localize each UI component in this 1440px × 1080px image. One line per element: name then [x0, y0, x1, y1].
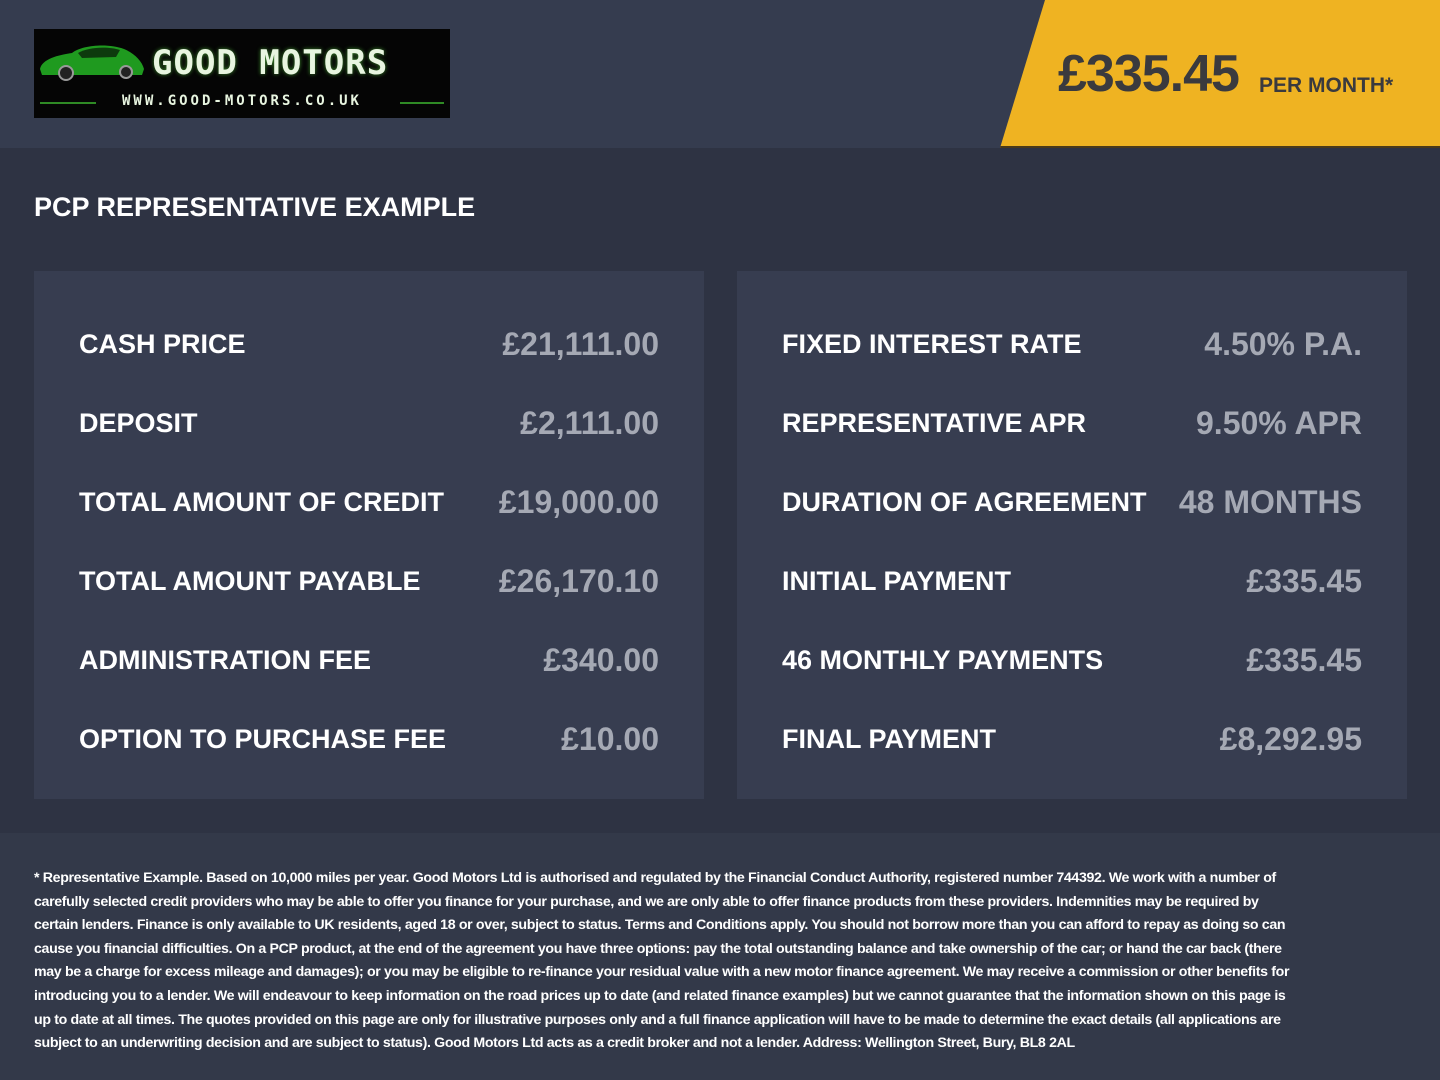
- finance-panel-right: FIXED INTEREST RATE 4.50% P.A. REPRESENTA…: [737, 271, 1407, 799]
- row-label: DURATION OF AGREEMENT: [782, 486, 1147, 517]
- row-value: £335.45: [1246, 641, 1362, 678]
- logo-url-text: WWW.GOOD-MOTORS.CO.UK: [121, 93, 362, 109]
- finance-row: TOTAL AMOUNT OF CREDIT £19,000.00: [79, 482, 659, 522]
- row-value: £2,111.00: [520, 404, 659, 441]
- finance-row: OPTION TO PURCHASE FEE £10.00: [79, 719, 659, 759]
- finance-panel-left: CASH PRICE £21,111.00 DEPOSIT £2,111.00 TO…: [34, 271, 704, 799]
- logo-brand-text: GOOD MOTORS: [152, 43, 389, 83]
- disclaimer-text: * Representative Example. Based on 10,00…: [34, 870, 1290, 1052]
- row-value: 9.50% APR: [1196, 404, 1362, 441]
- header: GOOD MOTORS WWW.GOOD-MOTORS.CO.UK £335.4…: [0, 0, 1440, 148]
- finance-row: INITIAL PAYMENT £335.45: [782, 561, 1362, 601]
- row-label: CASH PRICE: [79, 328, 246, 359]
- page-title: PCP REPRESENTATIVE EXAMPLE: [34, 192, 476, 222]
- monthly-price: £335.45: [1058, 45, 1240, 103]
- finance-row: 46 MONTHLY PAYMENTS £335.45: [782, 640, 1362, 680]
- row-value: £8,292.95: [1219, 720, 1362, 757]
- finance-row: REPRESENTATIVE APR 9.50% APR: [782, 403, 1362, 443]
- row-label: FIXED INTEREST RATE: [782, 328, 1082, 359]
- logo-line-left: [40, 102, 96, 104]
- row-value: £26,170.10: [498, 562, 659, 599]
- row-value: £10.00: [561, 720, 659, 757]
- row-label: ADMINISTRATION FEE: [79, 644, 371, 675]
- monthly-price-badge: £335.45 PER MONTH*: [1000, 0, 1440, 148]
- per-month-label: PER MONTH*: [1259, 74, 1394, 97]
- row-value: 4.50% P.A.: [1204, 325, 1362, 362]
- finance-row: FINAL PAYMENT £8,292.95: [782, 719, 1362, 759]
- row-label: 46 MONTHLY PAYMENTS: [782, 644, 1104, 675]
- row-label: DEPOSIT: [79, 407, 198, 438]
- disclaimer-section: * Representative Example. Based on 10,00…: [0, 833, 1440, 1080]
- finance-row: ADMINISTRATION FEE £340.00: [79, 640, 659, 680]
- row-value: £340.00: [543, 641, 659, 678]
- logo-line-right: [400, 102, 444, 104]
- row-label: TOTAL AMOUNT PAYABLE: [79, 565, 421, 596]
- row-label: INITIAL PAYMENT: [782, 565, 1012, 596]
- finance-row: DURATION OF AGREEMENT 48 MONTHS: [782, 482, 1362, 522]
- good-motors-logo: GOOD MOTORS WWW.GOOD-MOTORS.CO.UK: [34, 29, 450, 118]
- row-value: 48 MONTHS: [1178, 483, 1362, 520]
- row-value: £335.45: [1246, 562, 1362, 599]
- row-label: TOTAL AMOUNT OF CREDIT: [79, 486, 444, 517]
- row-value: £19,000.00: [498, 483, 659, 520]
- row-label: REPRESENTATIVE APR: [782, 407, 1087, 438]
- finance-row: DEPOSIT £2,111.00: [79, 403, 659, 443]
- finance-row: TOTAL AMOUNT PAYABLE £26,170.10: [79, 561, 659, 601]
- row-value: £21,111.00: [502, 325, 659, 362]
- car-icon: [40, 45, 144, 81]
- finance-row: FIXED INTEREST RATE 4.50% P.A.: [782, 324, 1362, 364]
- row-label: FINAL PAYMENT: [782, 723, 997, 754]
- row-label: OPTION TO PURCHASE FEE: [79, 723, 447, 754]
- finance-row: CASH PRICE £21,111.00: [79, 324, 659, 364]
